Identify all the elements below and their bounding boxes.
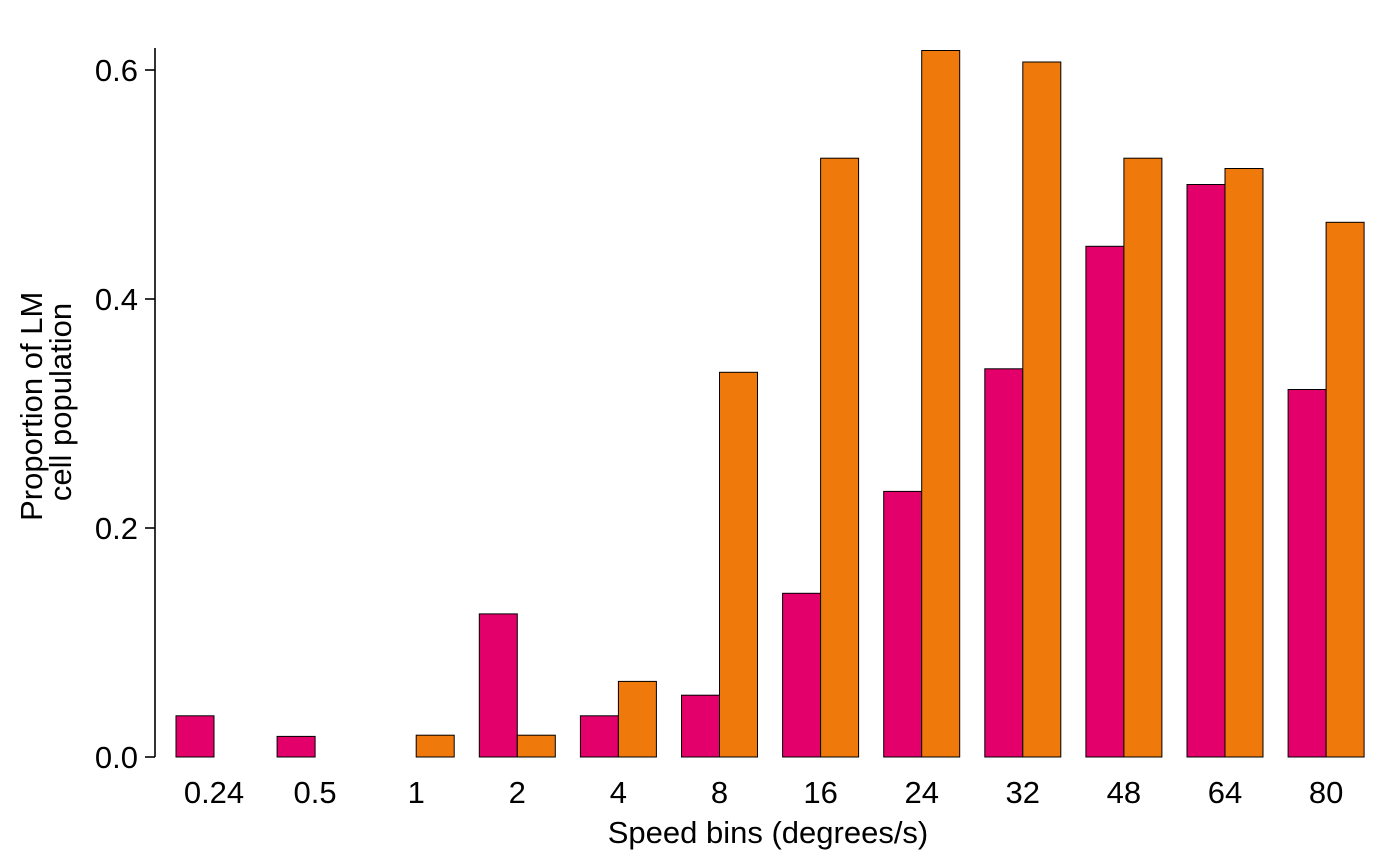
bar-series1-2 xyxy=(478,613,518,758)
bar-series2-32 xyxy=(1022,61,1062,758)
x-tick-label-1: 1 xyxy=(408,775,425,810)
x-tick-label-32: 32 xyxy=(1006,775,1040,810)
bar-series1-0.24 xyxy=(175,715,215,758)
x-axis-title: Speed bins (degrees/s) xyxy=(608,815,929,850)
bar-series2-8 xyxy=(719,371,758,758)
bar-series1-80 xyxy=(1287,389,1327,758)
y-tick-label-0.6: 0.6 xyxy=(95,53,138,88)
bar-series1-16 xyxy=(782,592,822,758)
x-tick-label-48: 48 xyxy=(1107,775,1141,810)
x-tick-label-16: 16 xyxy=(803,775,837,810)
y-axis-title: Proportion of LM cell population xyxy=(14,283,78,521)
bar-series1-8 xyxy=(681,694,720,758)
bar-series1-48 xyxy=(1085,245,1125,758)
bar-series2-64 xyxy=(1224,168,1264,758)
y-tick-label-0.4: 0.4 xyxy=(95,282,138,317)
bar-series1-24 xyxy=(883,490,923,758)
bar-series2-16 xyxy=(820,157,860,758)
y-axis-title-line-1: Proportion of LM xyxy=(14,292,49,521)
x-tick-label-24: 24 xyxy=(904,775,938,810)
x-tick-label-0.24: 0.24 xyxy=(184,775,244,810)
x-ticks-group: 0.24 0.5 1 2 4 8 16 24 32 48 64 80 xyxy=(184,775,1344,810)
x-tick-label-80: 80 xyxy=(1309,775,1343,810)
bar-series2-24 xyxy=(921,50,961,758)
x-tick-label-64: 64 xyxy=(1208,775,1242,810)
bar-series2-80 xyxy=(1325,221,1365,758)
bar-series2-1 xyxy=(415,734,455,758)
bar-series2-2 xyxy=(516,734,556,758)
bar-series2-4 xyxy=(617,680,657,758)
bar-series1-32 xyxy=(984,368,1024,758)
y-tick-label-0.0: 0.0 xyxy=(95,740,138,775)
x-tick-label-4: 4 xyxy=(610,775,627,810)
y-ticks-group: 0.0 0.2 0.4 0.6 xyxy=(95,53,155,775)
y-axis-title-line-2: cell population xyxy=(43,303,78,501)
x-tick-label-2: 2 xyxy=(509,775,526,810)
bar-series2-48 xyxy=(1123,157,1163,758)
bar-series1-64 xyxy=(1186,184,1226,758)
x-tick-label-0.5: 0.5 xyxy=(294,775,337,810)
y-tick-label-0.2: 0.2 xyxy=(95,511,138,546)
x-tick-label-8: 8 xyxy=(711,775,728,810)
bar-series1-0.5 xyxy=(276,735,316,758)
bars-group xyxy=(175,50,1365,758)
bar-series1-4 xyxy=(579,715,619,758)
